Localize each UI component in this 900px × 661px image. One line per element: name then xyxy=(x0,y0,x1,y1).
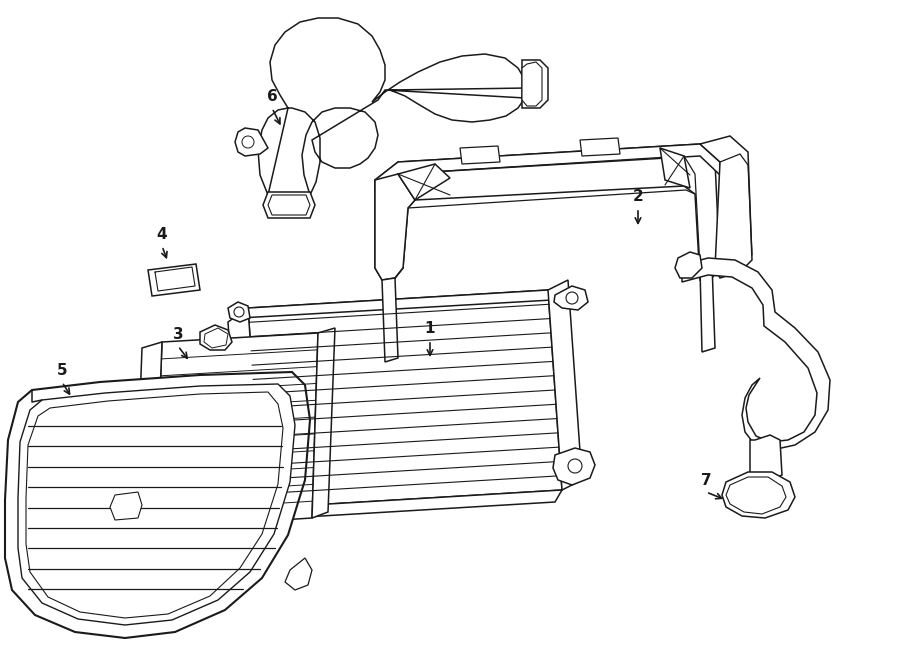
Polygon shape xyxy=(204,328,228,348)
Polygon shape xyxy=(675,252,702,278)
Polygon shape xyxy=(375,144,720,192)
Polygon shape xyxy=(375,174,415,280)
Polygon shape xyxy=(522,60,548,108)
Text: 7: 7 xyxy=(701,473,711,488)
Polygon shape xyxy=(155,333,318,528)
Polygon shape xyxy=(200,325,232,350)
Polygon shape xyxy=(225,412,252,430)
Polygon shape xyxy=(135,342,162,535)
Polygon shape xyxy=(263,192,315,218)
Circle shape xyxy=(234,307,244,317)
Polygon shape xyxy=(460,146,500,164)
Polygon shape xyxy=(375,144,720,280)
Polygon shape xyxy=(722,472,795,518)
Circle shape xyxy=(568,459,582,473)
Polygon shape xyxy=(240,290,552,318)
Polygon shape xyxy=(554,286,588,310)
Polygon shape xyxy=(248,290,562,508)
Text: 2: 2 xyxy=(633,189,643,204)
Circle shape xyxy=(566,292,578,304)
Polygon shape xyxy=(210,494,248,520)
Polygon shape xyxy=(148,264,200,296)
Polygon shape xyxy=(553,448,595,485)
Polygon shape xyxy=(682,258,830,450)
Text: 5: 5 xyxy=(57,363,68,378)
Polygon shape xyxy=(398,164,450,200)
Polygon shape xyxy=(110,492,142,520)
Polygon shape xyxy=(18,384,295,625)
Polygon shape xyxy=(255,490,562,520)
Polygon shape xyxy=(268,195,310,215)
Polygon shape xyxy=(312,328,335,518)
Polygon shape xyxy=(522,62,542,106)
Polygon shape xyxy=(660,148,690,188)
Text: 1: 1 xyxy=(425,321,436,336)
Text: 6: 6 xyxy=(266,89,277,104)
Polygon shape xyxy=(235,128,268,156)
Polygon shape xyxy=(750,435,782,480)
Circle shape xyxy=(242,136,254,148)
Polygon shape xyxy=(726,477,786,514)
Polygon shape xyxy=(228,308,262,522)
Polygon shape xyxy=(258,18,528,195)
Polygon shape xyxy=(26,392,283,618)
Polygon shape xyxy=(700,136,752,278)
Polygon shape xyxy=(580,138,620,156)
Polygon shape xyxy=(285,558,312,590)
Text: 3: 3 xyxy=(173,327,184,342)
Polygon shape xyxy=(382,278,398,362)
Polygon shape xyxy=(700,264,715,352)
Polygon shape xyxy=(548,280,582,490)
Polygon shape xyxy=(228,302,250,322)
Polygon shape xyxy=(5,372,310,638)
Text: 4: 4 xyxy=(157,227,167,242)
